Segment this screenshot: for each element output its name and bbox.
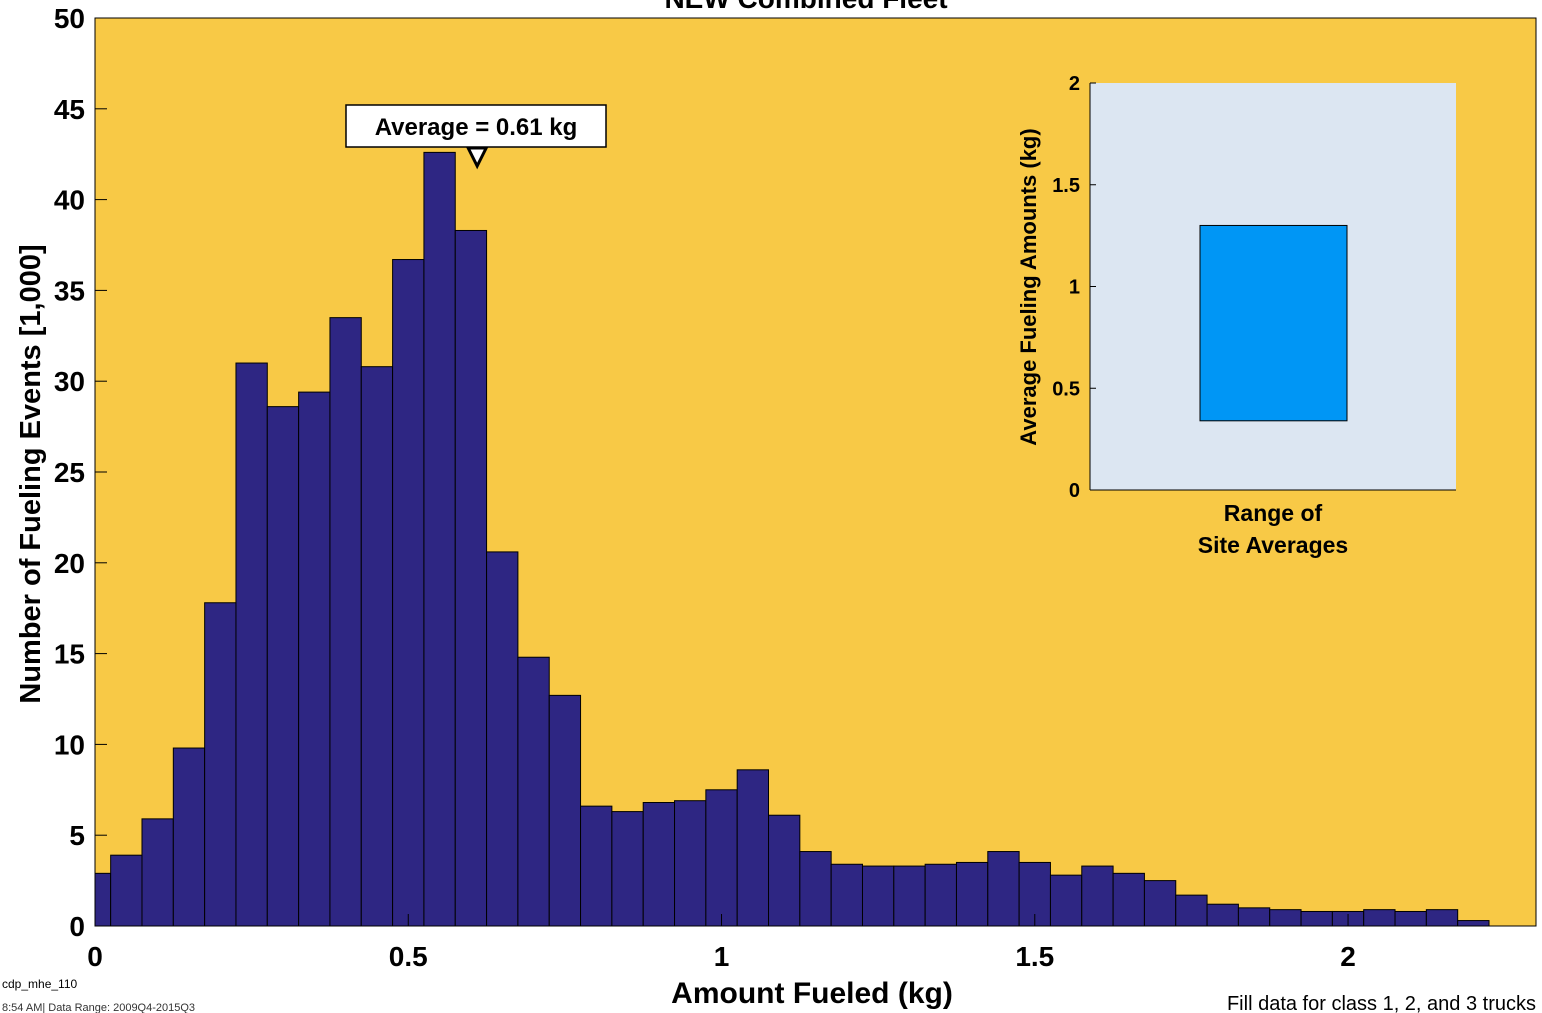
average-annotation: Average = 0.61 kg bbox=[345, 104, 607, 170]
inset-y-axis-label: Average Fueling Amounts (kg) bbox=[1016, 128, 1041, 445]
histogram-bars bbox=[94, 151, 1490, 927]
histogram-bar bbox=[517, 656, 550, 927]
y-tick-label: 5 bbox=[69, 820, 85, 851]
histogram-bar bbox=[861, 865, 895, 927]
histogram-bar bbox=[235, 362, 268, 927]
inset-y-tick-label: 2 bbox=[1069, 73, 1080, 95]
histogram-bar bbox=[1049, 874, 1083, 927]
x-tick-label: 1 bbox=[714, 941, 730, 972]
histogram-bar bbox=[1081, 865, 1114, 927]
histogram-bar bbox=[1143, 880, 1177, 927]
inset-chart: 0 0.5 1 1.5 2 Average Fueling Amounts (kg) R… bbox=[1016, 73, 1456, 558]
histogram-bar bbox=[1457, 920, 1490, 927]
histogram-bar bbox=[674, 800, 707, 927]
histogram-bar bbox=[486, 551, 519, 927]
annotation-text: Average = 0.61 kg bbox=[375, 114, 578, 141]
histogram-bar bbox=[266, 406, 300, 927]
y-tick-label: 40 bbox=[54, 185, 85, 216]
figure-id: cdp_mhe_110 bbox=[2, 977, 77, 991]
average-marker bbox=[465, 146, 489, 170]
histogram-bar bbox=[329, 317, 362, 927]
histogram-bar bbox=[1175, 894, 1208, 927]
histogram-bar bbox=[736, 769, 770, 927]
histogram-bar bbox=[955, 861, 989, 927]
histogram-bar bbox=[141, 818, 174, 927]
chart-title: NEW Combined Fleet bbox=[664, 0, 947, 14]
histogram-bar bbox=[705, 789, 738, 927]
y-tick-label: 0 bbox=[69, 911, 85, 942]
histogram-bar bbox=[1269, 909, 1302, 927]
histogram-bar bbox=[204, 602, 237, 927]
histogram-bar bbox=[172, 747, 206, 927]
y-tick-label: 35 bbox=[54, 275, 85, 306]
histogram-bar bbox=[1112, 872, 1145, 927]
inset-y-tick-label: 1 bbox=[1069, 277, 1080, 299]
histogram-bar bbox=[110, 854, 143, 927]
histogram-bar bbox=[768, 814, 801, 927]
histogram-bar bbox=[830, 863, 863, 927]
x-tick-label: 1.5 bbox=[1015, 941, 1054, 972]
histogram-bar bbox=[423, 151, 456, 927]
data-range-note: 8:54 AM| Data Range: 2009Q4-2015Q3 bbox=[2, 1002, 195, 1013]
inset-y-tick-label: 1.5 bbox=[1052, 175, 1080, 197]
histogram-bar bbox=[1425, 909, 1459, 927]
y-tick-label: 20 bbox=[54, 548, 85, 579]
y-tick-label: 10 bbox=[54, 729, 85, 760]
inset-x-label-line2: Site Averages bbox=[1198, 532, 1348, 558]
histogram-bar bbox=[548, 694, 582, 927]
histogram-bar bbox=[1206, 903, 1239, 927]
inset-axes: 0 0.5 1 1.5 2 bbox=[1052, 73, 1456, 502]
histogram-bar bbox=[611, 811, 644, 927]
annotation-box bbox=[345, 104, 607, 148]
inset-y-tick-label: 0 bbox=[1069, 480, 1080, 502]
histogram-bar bbox=[1300, 910, 1333, 927]
y-tick-label: 30 bbox=[54, 366, 85, 397]
histogram-bar bbox=[454, 229, 488, 927]
histogram-bar bbox=[799, 851, 832, 927]
y-tick-label: 15 bbox=[54, 639, 85, 670]
inset-y-tick-label: 0.5 bbox=[1052, 378, 1080, 400]
inset-range-bar bbox=[1199, 224, 1348, 422]
histogram-bar bbox=[392, 259, 425, 927]
histogram-bar bbox=[1363, 909, 1396, 927]
y-tick-label: 25 bbox=[54, 457, 85, 488]
x-tick-label: 0.5 bbox=[389, 941, 428, 972]
x-tick-label: 2 bbox=[1340, 941, 1356, 972]
histogram-bar bbox=[1237, 907, 1271, 927]
inset-x-label-line1: Range of bbox=[1224, 500, 1323, 526]
y-tick-label: 50 bbox=[54, 3, 85, 34]
x-tick-label: 0 bbox=[87, 941, 103, 972]
histogram-bar bbox=[298, 391, 331, 927]
x-axis-label: Amount Fueled (kg) bbox=[671, 977, 953, 1010]
histogram-bar bbox=[987, 851, 1020, 927]
y-tick-label: 45 bbox=[54, 94, 85, 125]
histogram-bar bbox=[94, 872, 112, 927]
y-axis-label: Number of Fueling Events [1,000] bbox=[15, 244, 47, 703]
fill-data-note: Fill data for class 1, 2, and 3 trucks bbox=[1227, 993, 1536, 1013]
histogram-bar bbox=[580, 805, 613, 927]
histogram-bar bbox=[1394, 910, 1427, 927]
histogram-bar bbox=[360, 366, 394, 927]
histogram-bar bbox=[893, 865, 926, 927]
histogram-bar bbox=[924, 863, 957, 927]
histogram-bar bbox=[642, 802, 676, 927]
